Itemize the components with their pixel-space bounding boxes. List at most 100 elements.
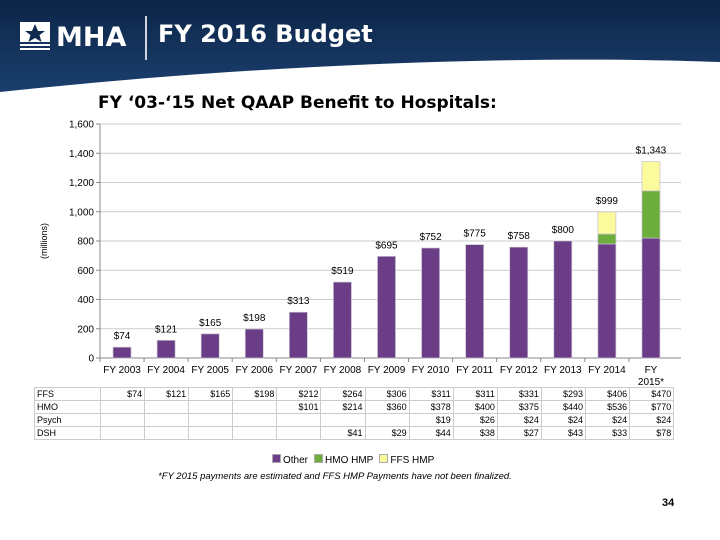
table-cell: [188, 400, 234, 414]
bar-ffs-hmp: [597, 211, 617, 235]
row-label: HMO: [34, 400, 101, 414]
table-cell: $19: [408, 413, 454, 427]
data-label: $999: [596, 196, 619, 207]
table-row: Psych $19 $26 $24 $24 $24 $24: [34, 413, 675, 427]
table-row: HMO $101 $214 $360 $378 $400 $375 $440 $536 $770: [34, 400, 675, 414]
table-cell: [99, 413, 146, 427]
data-label: $519: [331, 266, 354, 277]
page-title: FY 2016 Budget: [158, 20, 373, 48]
y-axis-label: (millions): [39, 223, 49, 259]
table-cell: [188, 413, 234, 427]
x-tick-label: FY 2012: [500, 365, 538, 376]
table-cell: $27: [496, 426, 542, 440]
table-cell: [232, 426, 278, 440]
table-cell: $26: [452, 413, 498, 427]
table-cell: $306: [364, 387, 410, 401]
table-cell: $311: [408, 387, 454, 401]
data-label: $74: [114, 331, 131, 342]
data-label: $165: [199, 318, 222, 329]
y-tick-label: 1,400: [69, 149, 94, 160]
y-tick-label: 200: [77, 324, 94, 335]
bar-other: [200, 333, 220, 359]
table-cell: $311: [452, 387, 498, 401]
table-cell: $264: [320, 387, 366, 401]
x-tick-label: FY 2010: [412, 365, 450, 376]
data-label: $758: [508, 231, 531, 242]
table-cell: $406: [585, 387, 631, 401]
data-label: $800: [552, 225, 575, 236]
bar-other: [377, 256, 396, 359]
x-tick-label: FY 2009: [368, 365, 406, 376]
table-cell: $360: [364, 400, 410, 414]
data-table: FFS $74 $121 $165 $198 $212 $264 $306 $311 $311 $3…: [34, 387, 675, 440]
x-tick-label: FY 2007: [280, 365, 318, 376]
footnote: *FY 2015 payments are estimated and FFS …: [158, 471, 512, 482]
table-cell: $74: [99, 387, 146, 401]
table-cell: [144, 400, 190, 414]
bar-hmo-hmp: [597, 233, 617, 245]
data-label: $775: [464, 229, 487, 240]
x-tick-label: FY 2013: [544, 365, 582, 376]
legend-hmo-hmp: HMO HMP: [314, 454, 373, 466]
table-cell: $378: [408, 400, 454, 414]
table-cell: $24: [496, 413, 542, 427]
data-label: $695: [375, 240, 398, 251]
x-tick-label: FY 2003: [103, 365, 141, 376]
bar-other: [509, 246, 529, 359]
x-tick-label: FY 2008: [324, 365, 362, 376]
table-cell: [99, 400, 146, 414]
table-cell: $165: [188, 387, 234, 401]
bar-hmo-hmp: [641, 190, 661, 239]
table-cell: [276, 413, 322, 427]
legend-ffs-hmp: FFS HMP: [379, 454, 434, 466]
table-cell: $214: [320, 400, 366, 414]
bar-other: [553, 240, 573, 359]
bar-other: [333, 281, 352, 359]
table-cell: [144, 413, 190, 427]
table-cell: $212: [276, 387, 322, 401]
table-cell: [232, 400, 278, 414]
data-label: $313: [287, 296, 310, 307]
table-cell: $440: [540, 400, 587, 414]
table-row: DSH $41 $29 $44 $38 $27 $43 $33 $78: [34, 426, 675, 440]
table-cell: $24: [540, 413, 587, 427]
x-tick-label: FY 2014: [588, 365, 626, 376]
y-tick-label: 800: [77, 237, 94, 248]
table-cell: [188, 426, 234, 440]
table-cell: $375: [496, 400, 542, 414]
table-cell: $293: [540, 387, 587, 401]
bar-other: [421, 247, 440, 359]
table-cell: $331: [496, 387, 542, 401]
table-cell: $78: [629, 426, 675, 440]
row-label: DSH: [34, 426, 101, 440]
bar-other: [244, 328, 264, 359]
table-cell: $33: [585, 426, 631, 440]
table-cell: $29: [364, 426, 410, 440]
table-cell: $770: [629, 400, 675, 414]
bar-ffs-hmp: [641, 161, 661, 192]
table-cell: $198: [232, 387, 278, 401]
table-cell: $38: [452, 426, 498, 440]
x-tick-label: FY 2005: [191, 365, 229, 376]
x-tick-label: FY 2004: [147, 365, 185, 376]
mha-logo-star-icon: [20, 22, 50, 50]
table-cell: [144, 426, 190, 440]
y-tick-label: 1,000: [69, 207, 94, 218]
data-label: $198: [243, 313, 266, 324]
legend: Other HMO HMP FFS HMP: [272, 454, 434, 466]
bar-other: [641, 237, 661, 359]
data-label: $1,343: [636, 146, 667, 157]
bar-other: [465, 244, 485, 359]
row-label: FFS: [34, 387, 101, 401]
table-cell: $470: [629, 387, 675, 401]
bar-other: [112, 346, 132, 359]
y-tick-label: 1,600: [69, 120, 94, 131]
table-cell: [99, 426, 146, 440]
table-row: FFS $74 $121 $165 $198 $212 $264 $306 $311 $311 $3…: [34, 387, 675, 401]
data-label: $752: [419, 232, 442, 243]
x-tick-label: FY 2011: [456, 365, 493, 376]
table-cell: $43: [540, 426, 587, 440]
chart-title: FY ‘03-‘15 Net QAAP Benefit to Hospitals…: [98, 93, 497, 113]
page-number: 34: [662, 497, 675, 509]
x-tick-label: FY 2006: [235, 365, 273, 376]
